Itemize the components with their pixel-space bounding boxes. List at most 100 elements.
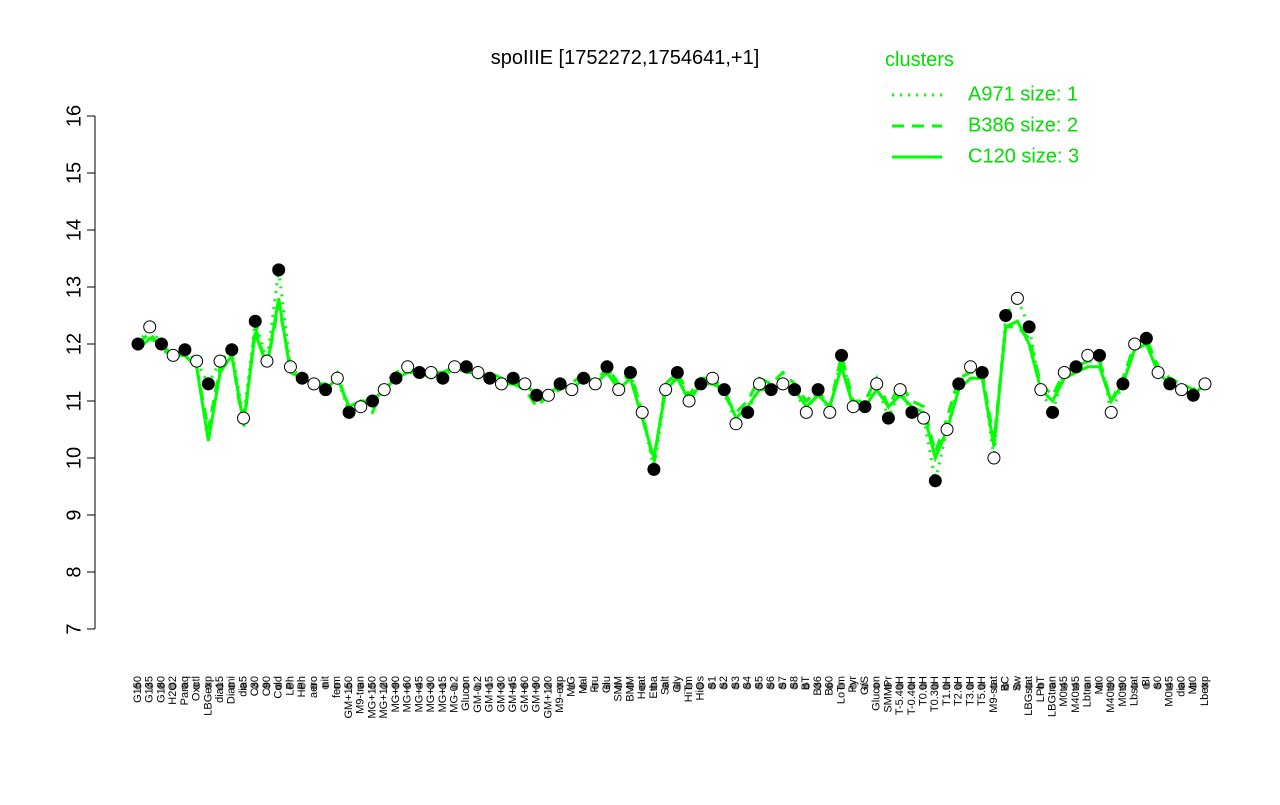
data-point [659, 383, 673, 397]
y-tick-label: 14 [63, 219, 85, 241]
data-point [670, 366, 684, 379]
x-tick-label: S8 [789, 676, 801, 689]
y-tick-label: 15 [63, 162, 85, 184]
x-tick [439, 682, 447, 690]
x-tick-label: LPhT [1035, 676, 1047, 703]
x-tick [755, 682, 763, 690]
x-tick-label: aero [308, 676, 320, 698]
x-tick [1107, 682, 1115, 690]
x-tick-label: MG+30 [425, 676, 437, 712]
y-tick-label: 9 [63, 509, 85, 520]
x-tick [826, 682, 834, 690]
x-tick [1201, 682, 1209, 690]
data-point [354, 400, 368, 414]
data-point [623, 366, 637, 379]
x-tick [966, 682, 974, 690]
data-point [225, 343, 239, 357]
data-point [1163, 377, 1177, 391]
x-tick [1178, 682, 1186, 690]
x-tick-label: Lbexp [1199, 676, 1211, 706]
data-point [283, 360, 297, 374]
x-tick-label: Sw [1011, 676, 1023, 691]
x-tick [943, 682, 951, 690]
x-tick [1095, 682, 1103, 690]
x-tick-label: Etha [648, 675, 660, 699]
x-tick-label: LPh [284, 676, 296, 696]
data-point [1034, 383, 1048, 397]
x-tick-label: B36 [812, 676, 824, 696]
x-tick-label: Fru [589, 676, 601, 693]
data-point [131, 337, 145, 351]
x-tick [310, 682, 318, 690]
legend-label: B386 size: 2 [968, 114, 1078, 136]
data-point [940, 423, 954, 436]
x-tick [333, 682, 341, 690]
data-point [588, 377, 602, 391]
data-point [647, 462, 661, 476]
data-point [952, 377, 966, 391]
data-point [1116, 377, 1130, 391]
x-tick-label: Diami [226, 676, 238, 704]
data-point [483, 371, 497, 385]
data-point [389, 371, 403, 385]
data-point [448, 360, 462, 374]
x-tick-label: G/S [859, 676, 871, 695]
x-tick-label: T-0.40H [906, 676, 918, 715]
x-tick-label: T-5.40H [894, 676, 906, 715]
x-tick [990, 682, 998, 690]
data-point [799, 405, 813, 419]
x-tick-label: T2.0H [953, 676, 965, 706]
x-tick-label: GM+60 [519, 676, 531, 712]
x-tick-label: BMM [624, 676, 636, 702]
x-tick-label: GM-0.2 [472, 676, 484, 713]
x-tick [286, 682, 294, 690]
data-point [237, 411, 251, 425]
x-tick-label: T3.0H [964, 676, 976, 706]
data-point [963, 360, 977, 374]
x-tick-label: HPh [296, 676, 308, 697]
legend-label: A971 size: 1 [968, 83, 1078, 105]
x-tick [931, 682, 939, 690]
data-point [154, 337, 168, 351]
data-point [881, 411, 895, 425]
x-tick-label: S2 [718, 676, 730, 689]
x-tick [544, 682, 552, 690]
x-tick-label: BI [1140, 676, 1152, 686]
legend-label: C120 size: 3 [968, 145, 1079, 167]
x-tick [404, 682, 412, 690]
x-tick [1049, 682, 1057, 690]
x-tick [369, 682, 377, 690]
x-tick-label: Heat [636, 676, 648, 699]
y-tick-label: 8 [63, 566, 85, 577]
x-tick [861, 682, 869, 690]
x-tick [228, 682, 236, 690]
x-tick-label: LoTm [835, 676, 847, 704]
x-tick [791, 682, 799, 690]
x-tick-label: M9-tran [355, 676, 367, 714]
data-point [248, 314, 262, 328]
data-point [166, 348, 180, 362]
x-tick [1072, 682, 1080, 690]
x-tick [920, 682, 928, 690]
data-point [1128, 337, 1142, 351]
x-tick-label: BC [1000, 676, 1012, 691]
x-tick-label: Lbstat [1129, 676, 1141, 706]
x-tick-label: Mt0 [1093, 676, 1105, 694]
x-tick [556, 682, 564, 690]
x-tick-label: GM+45 [507, 676, 519, 712]
x-tick [1013, 682, 1021, 690]
x-tick-label: dia0 [1175, 676, 1187, 697]
data-point [553, 377, 567, 391]
x-tick [1142, 682, 1150, 690]
x-tick [849, 682, 857, 690]
y-tick-label: 12 [63, 333, 85, 355]
x-tick [521, 682, 529, 690]
x-tick-label: T0.30H [929, 676, 941, 712]
x-tick-label: MG+60 [402, 676, 414, 712]
x-tick-label: Salt [660, 676, 672, 695]
data-point [201, 377, 215, 391]
data-point [823, 405, 837, 419]
x-tick-label: S0 [1152, 676, 1164, 689]
x-tick [169, 682, 177, 690]
x-tick [298, 682, 306, 690]
